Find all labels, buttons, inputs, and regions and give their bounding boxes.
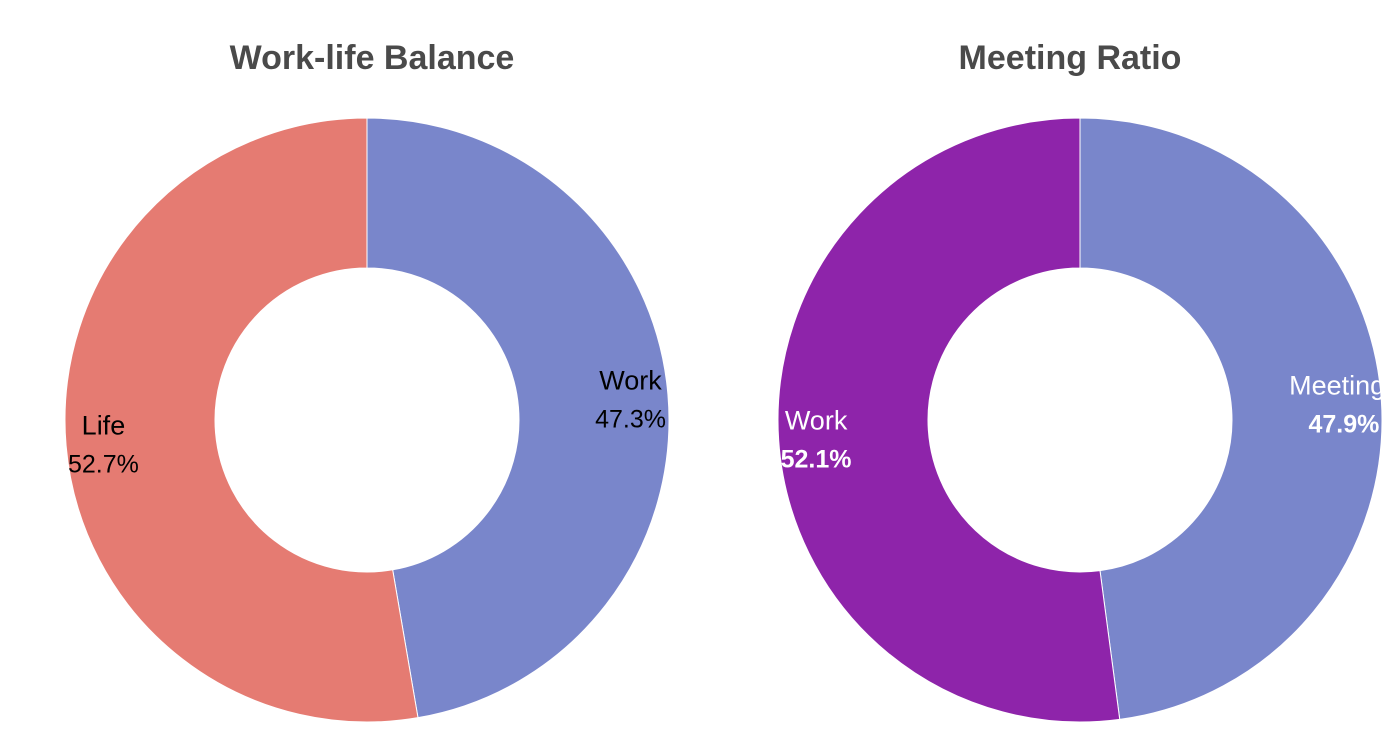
slice-meeting-ratio-work [777,117,1121,723]
slice-meeting-ratio-meetings [1079,117,1383,720]
chart-title-work-life: Work-life Balance [229,39,515,77]
donut-chart-meeting-ratio: Meetings 47.9% Work 52.1% [777,117,1399,723]
slice-label-meeting-ratio-meetings: Meetings [1289,371,1399,401]
donut-chart-work-life: Work 47.3% Life 52.7% [64,117,670,723]
slice-work-life-life [64,117,419,723]
slice-label-work-life-work: Work [599,366,662,396]
slice-value-meeting-ratio-work: 52.1% [781,445,852,473]
slice-label-work-life-life: Life [82,410,126,440]
slice-value-work-life-work: 47.3% [595,406,666,434]
slice-value-work-life-life: 52.7% [68,450,139,478]
slice-value-meeting-ratio-meetings: 47.9% [1308,411,1379,439]
chart-title-meeting-ratio: Meeting Ratio [958,39,1182,77]
slice-label-meeting-ratio-work: Work [785,405,848,435]
slice-work-life-work [366,117,670,719]
